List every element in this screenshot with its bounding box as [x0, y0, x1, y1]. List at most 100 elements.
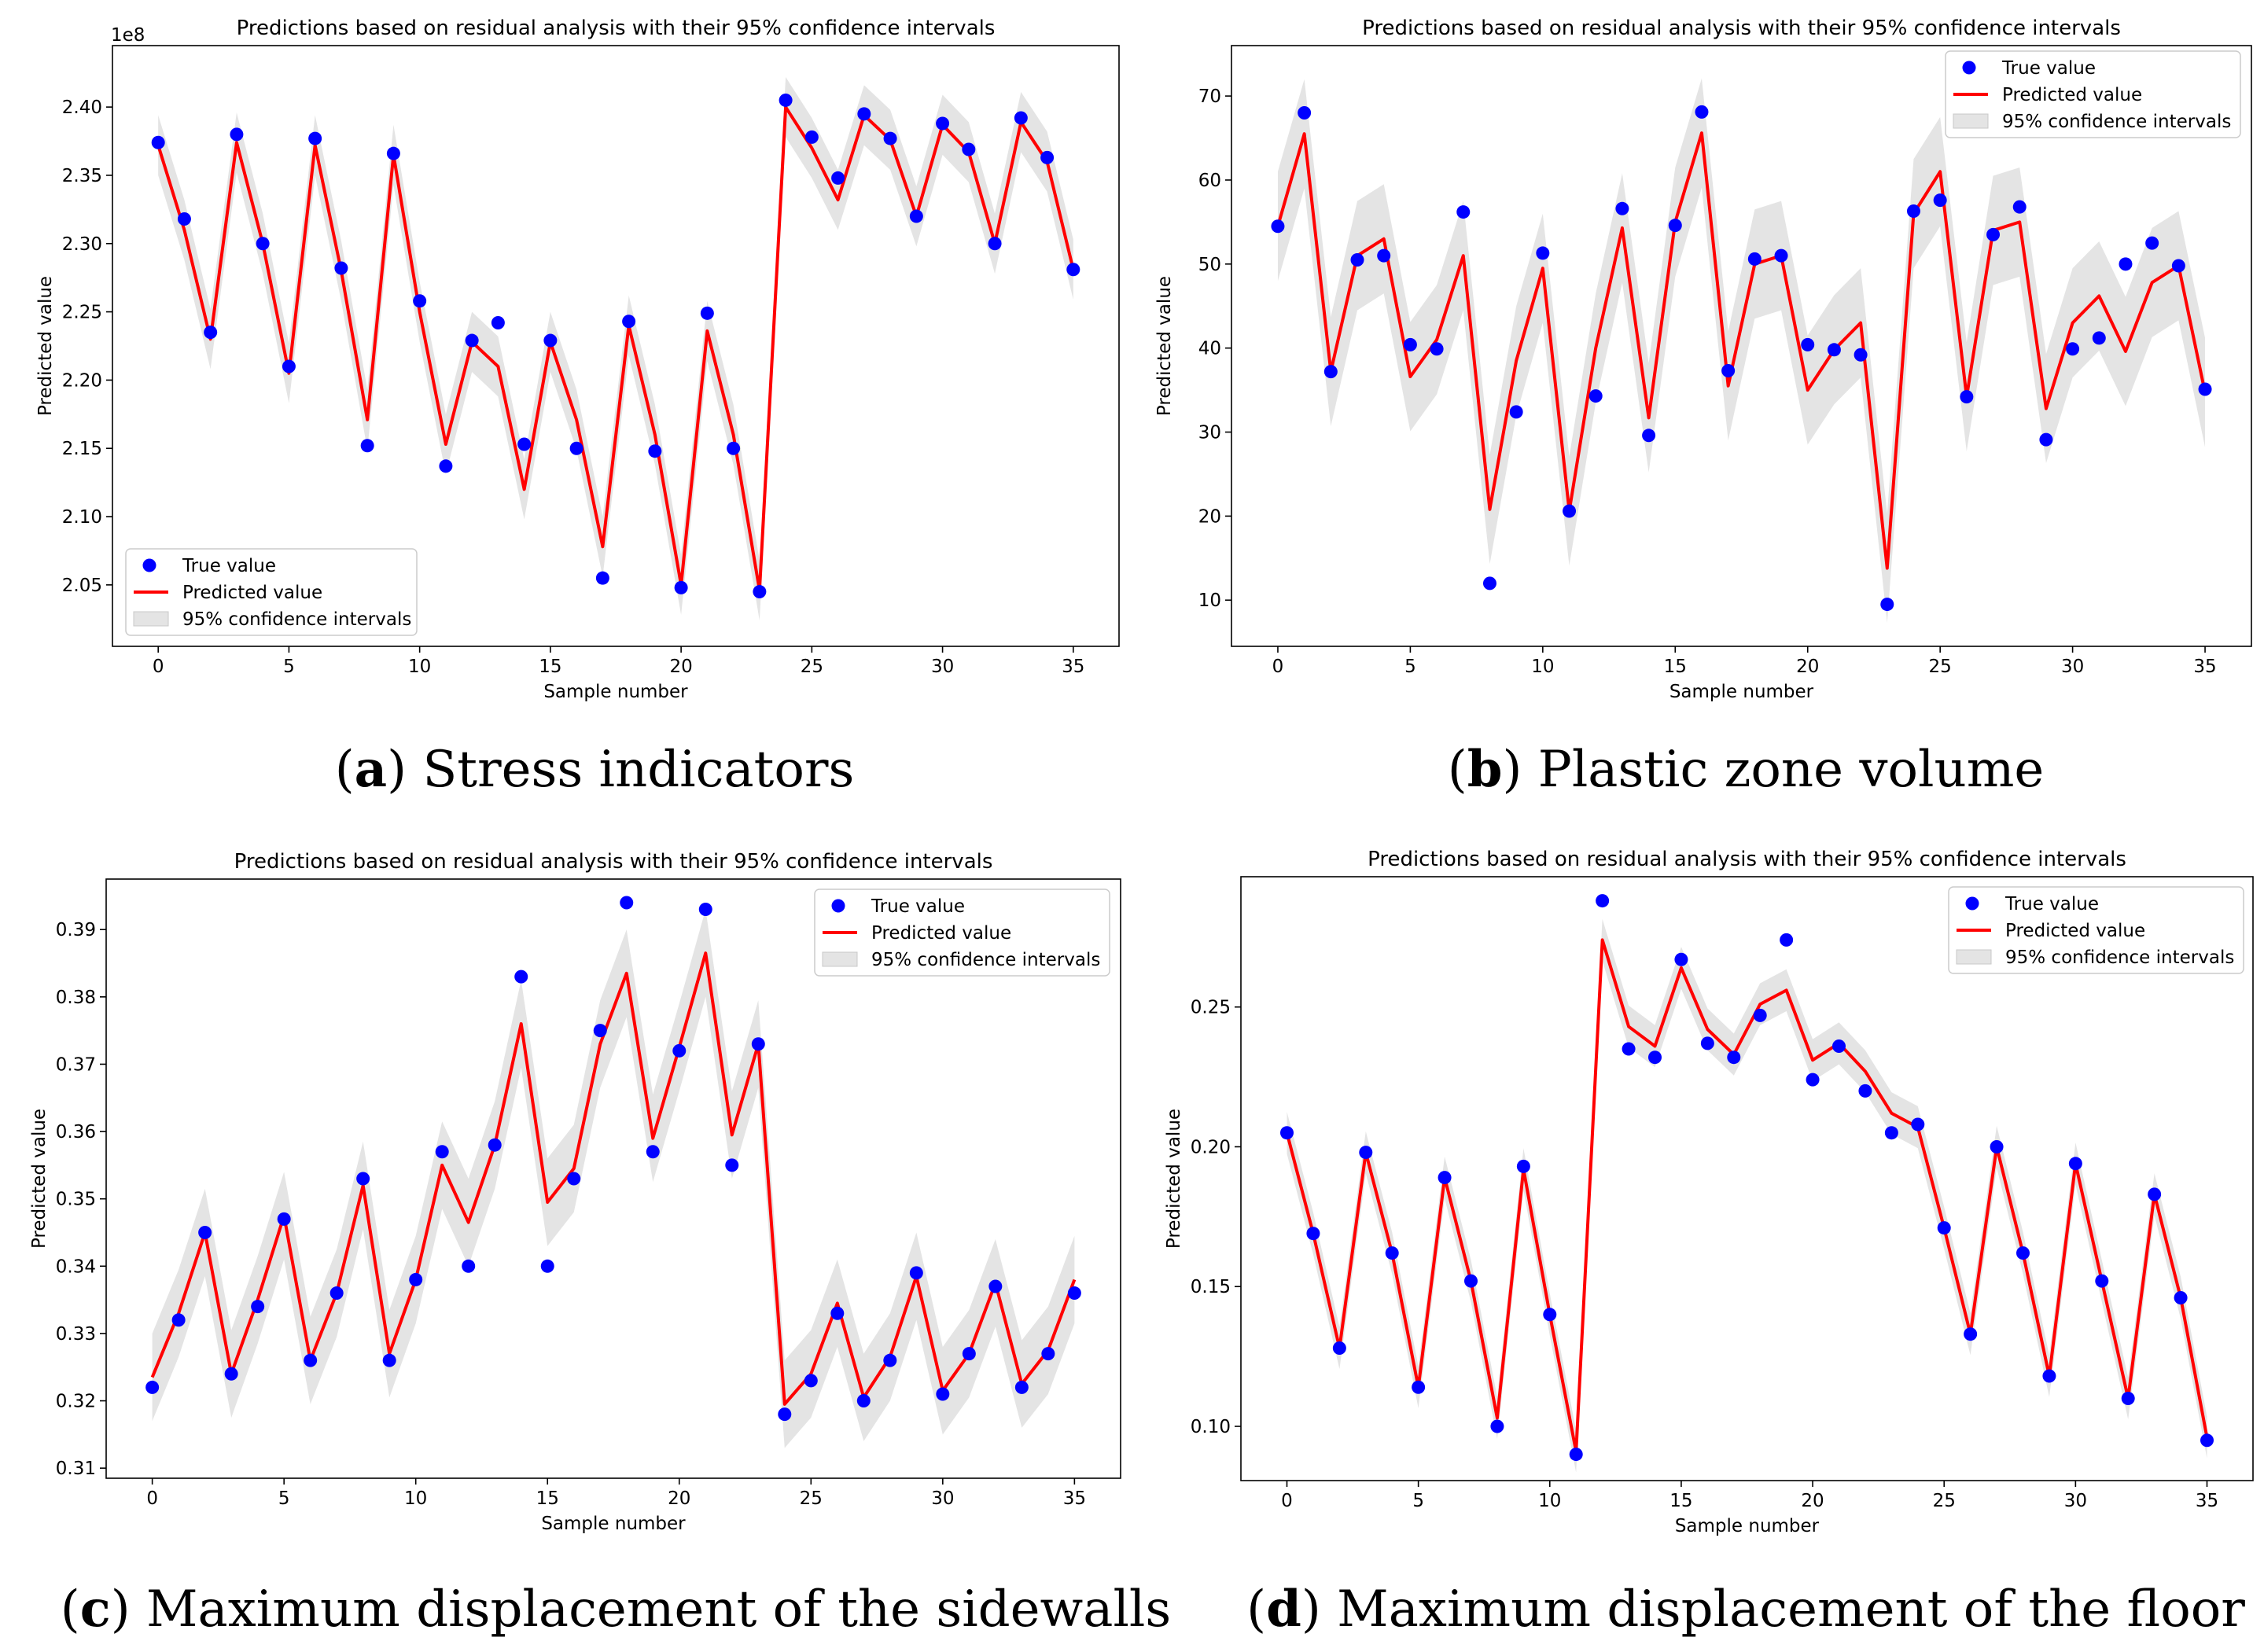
y-tick-label: 2.30: [62, 234, 102, 255]
true-value-point: [831, 171, 845, 185]
true-value-point: [1727, 1050, 1741, 1065]
y-tick-label: 2.10: [62, 507, 102, 528]
true-value-point: [1990, 1139, 2004, 1153]
caption-paren-open: (: [335, 741, 355, 799]
y-tick-label: 60: [1198, 171, 1221, 191]
true-value-point: [857, 107, 871, 121]
true-value-point: [2200, 1433, 2214, 1448]
x-tick-label: 35: [1063, 1488, 1086, 1509]
true-value-point: [1403, 337, 1417, 351]
true-value-point: [1986, 227, 2001, 241]
caption-paren-open: (: [1246, 1580, 1266, 1639]
legend-true-marker: [1962, 61, 1976, 75]
legend: True value Predicted value 95% confidence …: [1948, 886, 2244, 974]
x-tick-label: 25: [800, 1488, 823, 1509]
y-tick-label: 0.34: [56, 1256, 96, 1277]
x-tick-label: 20: [669, 657, 692, 677]
legend-box: [125, 548, 418, 636]
true-value-point: [413, 294, 427, 308]
true-value-point: [620, 896, 634, 910]
true-value-point: [204, 326, 218, 340]
x-tick-label: 35: [2193, 657, 2216, 677]
true-value-point: [595, 571, 609, 585]
caption-letter: d: [1266, 1580, 1301, 1639]
plot-area: [1271, 78, 2212, 624]
y-tick-label: 0.25: [1191, 998, 1231, 1018]
x-tick-label: 10: [1531, 657, 1554, 677]
y-tick-label: 0.20: [1191, 1137, 1231, 1157]
true-value-point: [1490, 1419, 1504, 1433]
x-tick-label: 20: [1801, 1491, 1824, 1511]
true-value-point: [329, 1286, 344, 1301]
legend-ci-swatch: [1956, 949, 1992, 965]
y-axis-label: Predicted value: [29, 1109, 50, 1249]
true-value-point: [988, 1279, 1003, 1293]
x-axis-label: Sample number: [1675, 1516, 1820, 1536]
true-value-point: [1430, 342, 1444, 356]
true-value-point: [198, 1225, 212, 1239]
y-tick-label: 0.33: [56, 1324, 96, 1345]
x-axis-label: Sample number: [541, 1514, 686, 1534]
chart-panel-c: 0 5 10 15 20 25 30 35 0.31 0.32 0.33 0.34 0.35 0.36 0.…: [29, 850, 1171, 1639]
legend-true-label: True value: [871, 896, 965, 917]
true-value-point: [1438, 1171, 1452, 1185]
legend-true-marker: [831, 899, 845, 913]
true-value-point: [1700, 1036, 1714, 1050]
legend-box: [1945, 50, 2241, 138]
true-value-point: [1359, 1146, 1373, 1160]
axes-frame: [105, 878, 1121, 1479]
true-value-point: [2198, 382, 2212, 396]
true-value-point: [540, 1259, 554, 1273]
true-value-point: [1569, 1448, 1583, 1462]
legend-ci-label: 95% confidence intervals: [182, 609, 411, 630]
true-value-point: [2012, 200, 2027, 214]
y-tick-label: 40: [1198, 339, 1221, 359]
legend-predicted-label: Predicted value: [871, 923, 1011, 944]
true-value-point: [909, 1266, 923, 1280]
true-value-point: [2121, 1391, 2135, 1405]
true-value-point: [543, 333, 558, 348]
caption-paren-close: ): [1301, 1580, 1337, 1639]
true-value-point: [648, 444, 662, 458]
true-value-point: [1753, 1008, 1767, 1022]
true-value-point: [1721, 364, 1736, 378]
true-value-point: [1695, 105, 1709, 119]
plot-area: [145, 896, 1081, 1448]
axes-frame: [1231, 45, 2252, 647]
legend-ci-swatch: [133, 611, 169, 627]
true-value-point: [1884, 1126, 1898, 1140]
x-tick-label: 20: [668, 1488, 690, 1509]
true-value-point: [2039, 432, 2053, 447]
true-value-point: [1543, 1308, 1557, 1322]
true-value-point: [1668, 219, 1682, 233]
predicted-line: [156, 105, 1075, 592]
plot-area: [1280, 894, 2214, 1473]
y-axis-label: Predicted value: [1154, 276, 1175, 416]
confidence-band: [1287, 918, 2207, 1473]
true-value-point: [1615, 201, 1629, 215]
true-value-point: [1067, 1286, 1081, 1301]
true-value-point: [1588, 389, 1603, 403]
legend-true-marker: [1965, 896, 1979, 911]
panel-caption: (a) Stress indicators: [335, 740, 855, 799]
legend: True value Predicted value 95% confidence …: [125, 548, 418, 636]
true-value-point: [753, 585, 767, 599]
true-value-point: [1516, 1159, 1530, 1173]
x-tick-label: 10: [408, 657, 431, 677]
true-value-point: [1937, 1221, 1951, 1235]
x-tick-label: 5: [283, 657, 295, 677]
true-value-point: [1377, 248, 1391, 263]
x-tick-label: 25: [1933, 1491, 1956, 1511]
true-value-point: [700, 306, 714, 320]
true-value-point: [1482, 576, 1496, 591]
true-value-point: [1854, 348, 1868, 362]
axes-frame: [112, 45, 1120, 647]
true-value-point: [1014, 1380, 1029, 1394]
true-value-point: [804, 130, 819, 144]
caption-paren-close: ): [111, 1580, 146, 1639]
true-value-point: [751, 1037, 765, 1051]
true-value-point: [1306, 1227, 1320, 1241]
true-value-point: [356, 1172, 370, 1186]
true-value-point: [1827, 343, 1841, 357]
